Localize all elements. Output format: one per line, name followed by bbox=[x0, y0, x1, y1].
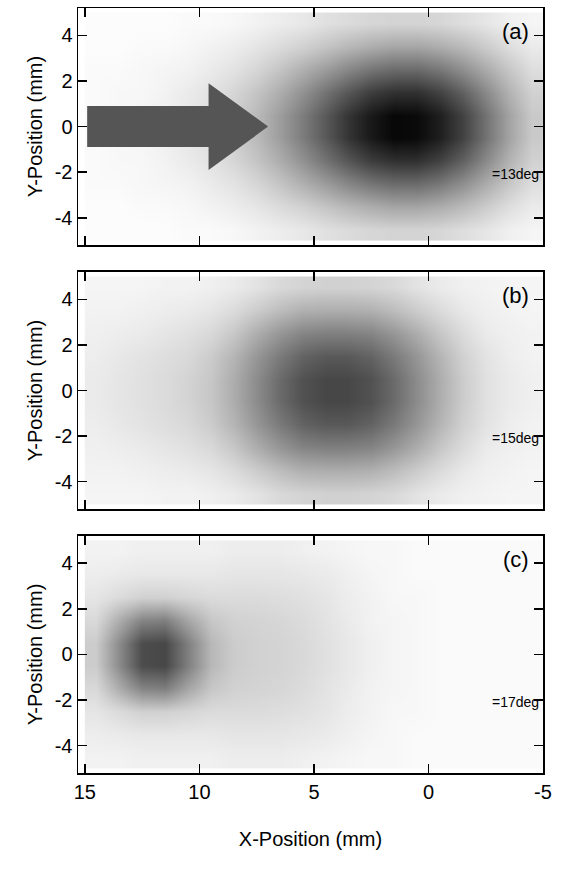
svg-text:4: 4 bbox=[61, 24, 72, 46]
svg-text:(b): (b) bbox=[502, 283, 529, 308]
svg-text:2: 2 bbox=[61, 598, 72, 620]
svg-text:Y-Position (mm): Y-Position (mm) bbox=[24, 56, 46, 198]
svg-text:0: 0 bbox=[61, 643, 72, 665]
svg-text:-4: -4 bbox=[55, 207, 73, 229]
svg-text:5: 5 bbox=[308, 781, 319, 803]
svg-text:10: 10 bbox=[188, 781, 210, 803]
svg-text:Y-Position (mm): Y-Position (mm) bbox=[24, 320, 46, 462]
svg-text:4: 4 bbox=[61, 288, 72, 310]
svg-text:=15deg: =15deg bbox=[492, 430, 539, 446]
svg-text:X-Position (mm): X-Position (mm) bbox=[239, 828, 382, 850]
svg-text:2: 2 bbox=[61, 70, 72, 92]
svg-text:(a): (a) bbox=[502, 19, 529, 44]
svg-text:15: 15 bbox=[74, 781, 96, 803]
svg-text:-2: -2 bbox=[55, 425, 73, 447]
svg-text:=13deg: =13deg bbox=[492, 166, 539, 182]
svg-text:=17deg: =17deg bbox=[492, 694, 539, 710]
svg-text:-4: -4 bbox=[55, 471, 73, 493]
svg-text:0: 0 bbox=[61, 380, 72, 402]
svg-text:0: 0 bbox=[61, 116, 72, 138]
svg-text:(c): (c) bbox=[503, 547, 529, 572]
svg-text:Y-Position (mm): Y-Position (mm) bbox=[24, 584, 46, 726]
svg-text:-2: -2 bbox=[55, 161, 73, 183]
svg-text:-2: -2 bbox=[55, 689, 73, 711]
svg-text:2: 2 bbox=[61, 334, 72, 356]
svg-text:-4: -4 bbox=[55, 735, 73, 757]
svg-text:0: 0 bbox=[423, 781, 434, 803]
svg-text:4: 4 bbox=[61, 552, 72, 574]
svg-text:-5: -5 bbox=[534, 781, 552, 803]
